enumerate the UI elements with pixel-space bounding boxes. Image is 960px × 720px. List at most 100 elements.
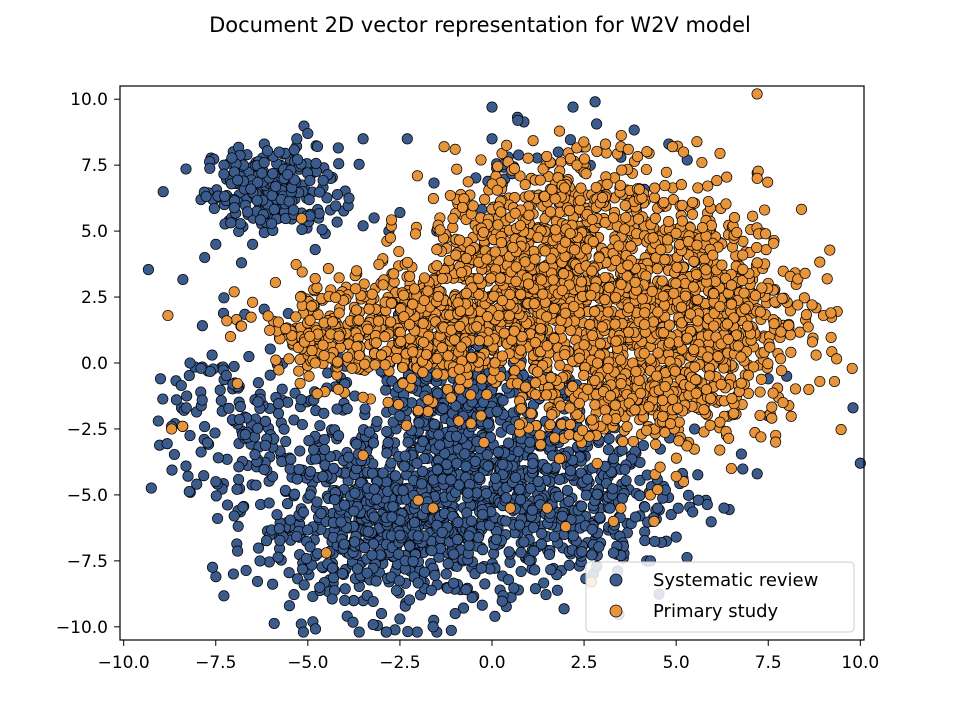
point-primary-study bbox=[541, 311, 553, 323]
point-primary-study bbox=[800, 309, 812, 321]
point-systematic-review bbox=[250, 479, 262, 491]
point-primary-study bbox=[534, 323, 547, 335]
point-systematic-review bbox=[339, 583, 351, 595]
point-systematic-review bbox=[232, 520, 244, 532]
point-primary-study bbox=[532, 231, 544, 243]
point-systematic-review bbox=[170, 394, 182, 406]
point-primary-study bbox=[629, 276, 641, 288]
point-primary-study bbox=[690, 374, 702, 386]
point-systematic-review bbox=[551, 584, 563, 596]
point-primary-study bbox=[691, 136, 703, 148]
point-primary-study bbox=[377, 279, 389, 291]
point-primary-study bbox=[465, 389, 477, 401]
point-primary-study bbox=[643, 401, 655, 413]
point-systematic-review bbox=[634, 490, 646, 502]
point-primary-study bbox=[270, 354, 282, 366]
point-systematic-review bbox=[180, 163, 192, 175]
point-primary-study bbox=[492, 160, 504, 172]
point-systematic-review bbox=[218, 590, 230, 602]
point-systematic-review bbox=[490, 533, 502, 545]
point-primary-study bbox=[714, 300, 726, 312]
point-systematic-review bbox=[581, 473, 593, 485]
point-systematic-review bbox=[321, 192, 333, 204]
point-systematic-review bbox=[448, 548, 460, 560]
point-systematic-review bbox=[212, 512, 224, 525]
point-primary-study bbox=[564, 402, 576, 414]
point-systematic-review bbox=[232, 545, 244, 557]
point-primary-study bbox=[549, 432, 561, 444]
point-systematic-review bbox=[413, 417, 425, 429]
point-systematic-review bbox=[198, 470, 210, 482]
point-primary-study bbox=[721, 171, 733, 183]
point-systematic-review bbox=[527, 457, 539, 470]
point-systematic-review bbox=[545, 564, 557, 576]
point-primary-study bbox=[422, 394, 434, 406]
point-primary-study bbox=[728, 212, 741, 224]
point-primary-study bbox=[408, 283, 421, 295]
point-systematic-review bbox=[281, 498, 294, 510]
point-systematic-review bbox=[481, 449, 493, 461]
point-primary-study bbox=[568, 300, 580, 313]
point-primary-study bbox=[657, 394, 669, 406]
point-primary-study bbox=[754, 409, 766, 421]
point-primary-study bbox=[668, 287, 680, 299]
point-primary-study bbox=[615, 378, 627, 390]
point-systematic-review bbox=[427, 474, 439, 486]
point-primary-study bbox=[534, 429, 546, 441]
point-systematic-review bbox=[536, 528, 548, 540]
point-primary-study bbox=[702, 195, 714, 208]
point-primary-study bbox=[388, 268, 400, 280]
point-systematic-review bbox=[252, 422, 264, 434]
point-systematic-review bbox=[431, 464, 443, 476]
point-primary-study bbox=[649, 212, 661, 224]
point-primary-study bbox=[831, 353, 843, 365]
point-systematic-review bbox=[480, 487, 492, 500]
point-systematic-review bbox=[442, 558, 454, 570]
point-primary-study bbox=[725, 279, 738, 291]
point-systematic-review bbox=[302, 127, 314, 140]
point-systematic-review bbox=[208, 202, 220, 215]
point-systematic-review bbox=[440, 568, 452, 580]
point-primary-study bbox=[651, 370, 663, 382]
point-systematic-review bbox=[331, 216, 343, 228]
point-systematic-review bbox=[408, 517, 421, 529]
point-systematic-review bbox=[477, 544, 489, 556]
point-primary-study bbox=[559, 307, 571, 319]
point-systematic-review bbox=[326, 593, 338, 605]
point-systematic-review bbox=[290, 530, 303, 542]
point-systematic-review bbox=[145, 482, 157, 494]
point-primary-study bbox=[404, 270, 416, 282]
point-systematic-review bbox=[403, 594, 416, 606]
point-systematic-review bbox=[252, 377, 264, 389]
point-primary-study bbox=[737, 263, 749, 275]
point-systematic-review bbox=[515, 565, 527, 577]
point-primary-study bbox=[471, 321, 483, 333]
point-systematic-review bbox=[267, 168, 279, 180]
point-primary-study bbox=[417, 336, 430, 348]
point-primary-study bbox=[529, 253, 541, 265]
point-primary-study bbox=[725, 298, 738, 310]
point-systematic-review bbox=[375, 608, 388, 620]
point-primary-study bbox=[351, 265, 363, 277]
point-systematic-review bbox=[380, 626, 392, 638]
point-primary-study bbox=[544, 419, 556, 431]
point-primary-study bbox=[738, 287, 750, 299]
point-systematic-review bbox=[439, 447, 451, 460]
point-primary-study bbox=[625, 240, 637, 252]
point-primary-study bbox=[669, 365, 681, 377]
point-primary-study bbox=[711, 175, 723, 187]
point-primary-study bbox=[680, 290, 692, 302]
point-systematic-review bbox=[349, 536, 361, 548]
point-systematic-review bbox=[359, 403, 371, 415]
point-systematic-review bbox=[309, 623, 322, 635]
point-primary-study bbox=[418, 294, 430, 306]
point-primary-study bbox=[496, 295, 508, 307]
point-systematic-review bbox=[512, 114, 524, 126]
point-systematic-review bbox=[288, 144, 300, 156]
point-systematic-review bbox=[528, 545, 540, 557]
point-primary-study bbox=[776, 292, 788, 304]
point-primary-study bbox=[578, 153, 591, 165]
point-systematic-review bbox=[228, 202, 240, 214]
point-primary-study bbox=[656, 275, 668, 287]
